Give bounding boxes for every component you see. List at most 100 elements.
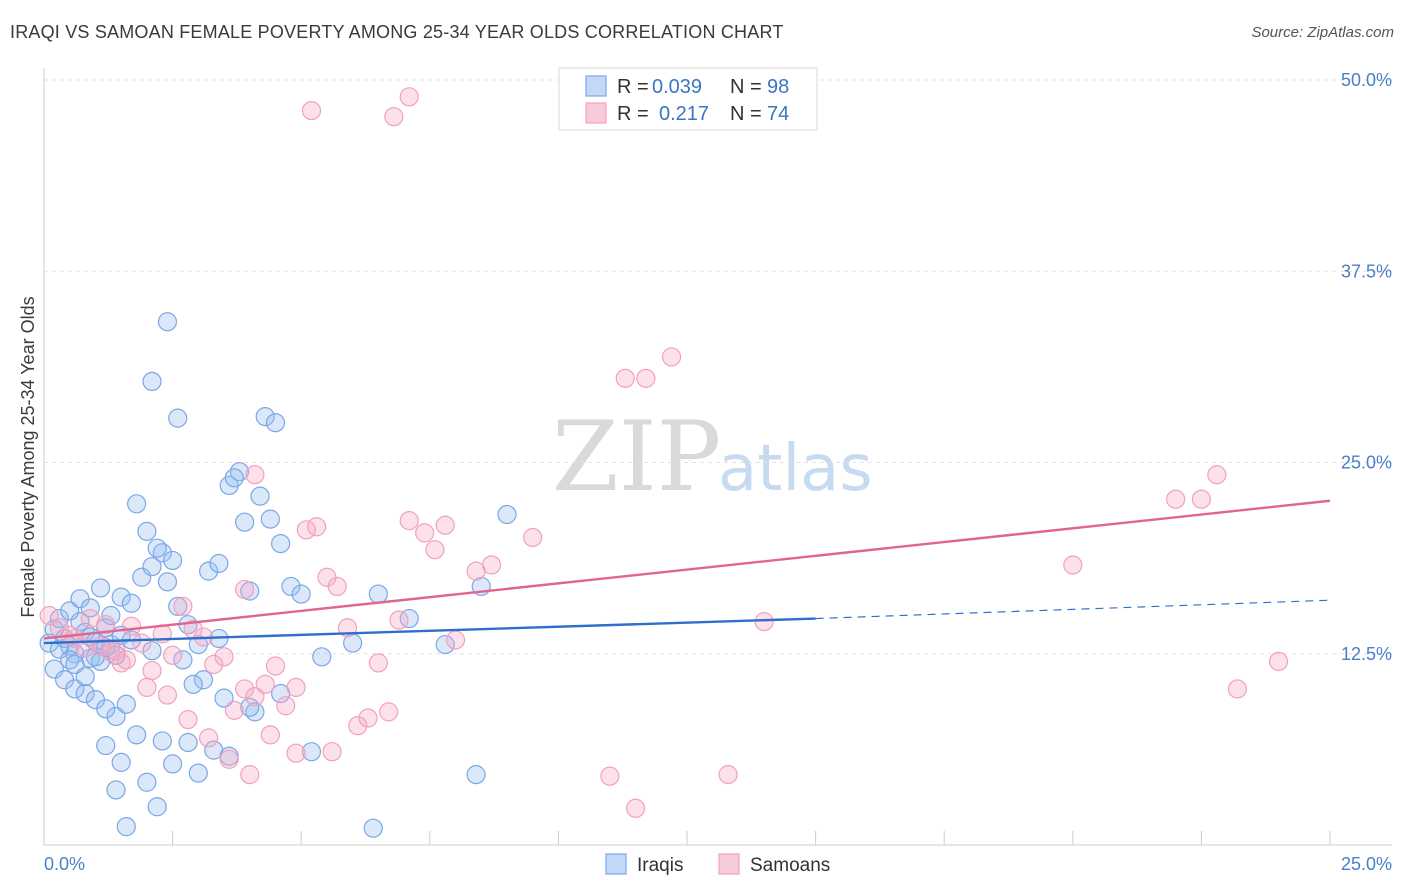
legend-r-value-samoans: 0.217 [659, 103, 709, 125]
samoan-point-43 [384, 107, 404, 127]
bottom-legend-swatch-iraqis [605, 853, 627, 875]
samoan-point-69 [260, 725, 280, 745]
iraqi-trend-extension [815, 599, 1331, 620]
iraqi-point-58 [497, 504, 517, 525]
samoan-point-22 [276, 696, 296, 716]
samoan-point-37 [435, 515, 455, 535]
correlation-legend: R = 0.039 N = 98 R = 0.217 N = 74 [558, 67, 818, 131]
iraqi-point-30 [121, 593, 142, 613]
samoan-point-51 [625, 798, 646, 818]
samoan-point-38 [445, 630, 466, 650]
iraqi-point-20 [96, 699, 116, 719]
legend-swatch-iraqis [585, 75, 607, 97]
axes [43, 68, 1392, 846]
y-tick-label-1: 25.0% [1341, 453, 1392, 473]
iraqi-point-60 [157, 312, 178, 332]
iraqi-point-73 [188, 763, 208, 783]
samoan-point-73 [106, 641, 126, 661]
samoan-point-68 [219, 749, 239, 769]
iraqi-point-42 [199, 561, 219, 581]
samoan-point-15 [204, 654, 224, 675]
samoan-point-7 [121, 616, 142, 636]
legend-n-label-samoans: N = [730, 103, 762, 125]
iraqi-point-97 [183, 674, 203, 694]
samoan-point-31 [368, 653, 388, 673]
samoan-point-55 [1166, 489, 1186, 509]
samoan-point-46 [636, 368, 656, 388]
legend-n-label-iraqis: N = [730, 76, 762, 98]
samoan-point-23 [286, 677, 306, 698]
samoan-point-50 [600, 766, 620, 786]
trend-lines [43, 499, 1331, 645]
samoan-point-30 [358, 708, 378, 728]
iraqi-point-62 [224, 468, 244, 488]
iraqi-point-90 [301, 742, 322, 762]
bottom-legend-swatch-samoans [718, 853, 740, 875]
iraqi-point-47 [250, 486, 270, 506]
samoan-point-21 [265, 656, 286, 676]
iraqi-point-24 [60, 601, 80, 621]
iraqi-point-34 [163, 550, 183, 571]
iraqi-point-29 [111, 587, 131, 607]
iraqi-point-76 [106, 780, 126, 800]
iraqi-point-56 [435, 634, 455, 655]
samoan-point-71 [322, 742, 342, 762]
samoan-point-59 [1268, 651, 1289, 672]
samoan-point-70 [286, 743, 306, 763]
samoan-point-34 [399, 511, 419, 531]
iraqi-point-78 [116, 817, 136, 837]
samoan-point-32 [379, 702, 399, 722]
samoan-point-20 [255, 674, 275, 694]
iraqi-point-37 [147, 538, 167, 558]
samoan-point-67 [199, 728, 219, 748]
iraqi-point-26 [80, 598, 100, 618]
samoan-point-6 [111, 653, 131, 673]
samoan-point-45 [615, 368, 635, 388]
samoan-point-33 [389, 610, 409, 630]
legend-n-value-iraqis: 98 [767, 76, 789, 98]
samoan-point-64 [137, 677, 157, 698]
iraqi-point-49 [271, 533, 291, 554]
chart-title: IRAQI VS SAMOAN FEMALE POVERTY AMONG 25-… [10, 22, 784, 42]
iraqi-point-65 [265, 413, 286, 433]
iraqi-point-69 [137, 772, 157, 792]
samoan-point-49 [245, 465, 265, 485]
iraqi-point-39 [168, 596, 188, 616]
x-tick-label-0: 0.0% [44, 854, 85, 874]
iraqi-point-5 [65, 644, 85, 664]
iraqi-point-52 [312, 647, 332, 667]
watermark-atlas: atlas [718, 432, 873, 506]
samoan-point-54 [1063, 555, 1083, 575]
series-legend: Iraqis Samoans [605, 853, 830, 876]
samoan-point-52 [718, 765, 738, 785]
legend-r-value-iraqis: 0.039 [652, 76, 702, 98]
samoan-trend-line [43, 499, 1331, 640]
samoan-point-25 [307, 517, 327, 537]
iraqi-point-18 [75, 683, 95, 704]
iraqi-point-94 [240, 697, 260, 717]
iraqi-point-68 [126, 725, 147, 745]
data-points [39, 87, 1289, 838]
samoan-point-53 [754, 612, 774, 632]
samoan-point-44 [399, 87, 419, 107]
samoan-point-16 [214, 647, 234, 667]
iraqi-point-77 [147, 797, 167, 817]
samoan-point-19 [245, 686, 265, 707]
y-axis-label: Female Poverty Among 25-34 Year Olds [18, 296, 38, 617]
iraqi-point-64 [255, 407, 275, 427]
samoan-point-29 [348, 716, 368, 736]
bottom-legend-label-iraqis: Iraqis [637, 855, 683, 876]
legend-n-value-samoans: 74 [767, 103, 789, 125]
iraqi-point-50 [281, 576, 301, 597]
iraqi-point-86 [193, 670, 214, 690]
samoan-point-27 [327, 576, 347, 597]
samoan-point-17 [224, 700, 244, 720]
iraqi-point-36 [137, 521, 157, 541]
iraqi-point-91 [363, 818, 383, 838]
iraqi-point-27 [90, 578, 111, 598]
samoan-point-9 [142, 660, 162, 681]
x-tick-label-1: 25.0% [1341, 854, 1392, 874]
iraqi-point-43 [209, 553, 229, 574]
samoan-point-11 [163, 645, 183, 665]
legend-swatch-samoans [585, 102, 607, 124]
